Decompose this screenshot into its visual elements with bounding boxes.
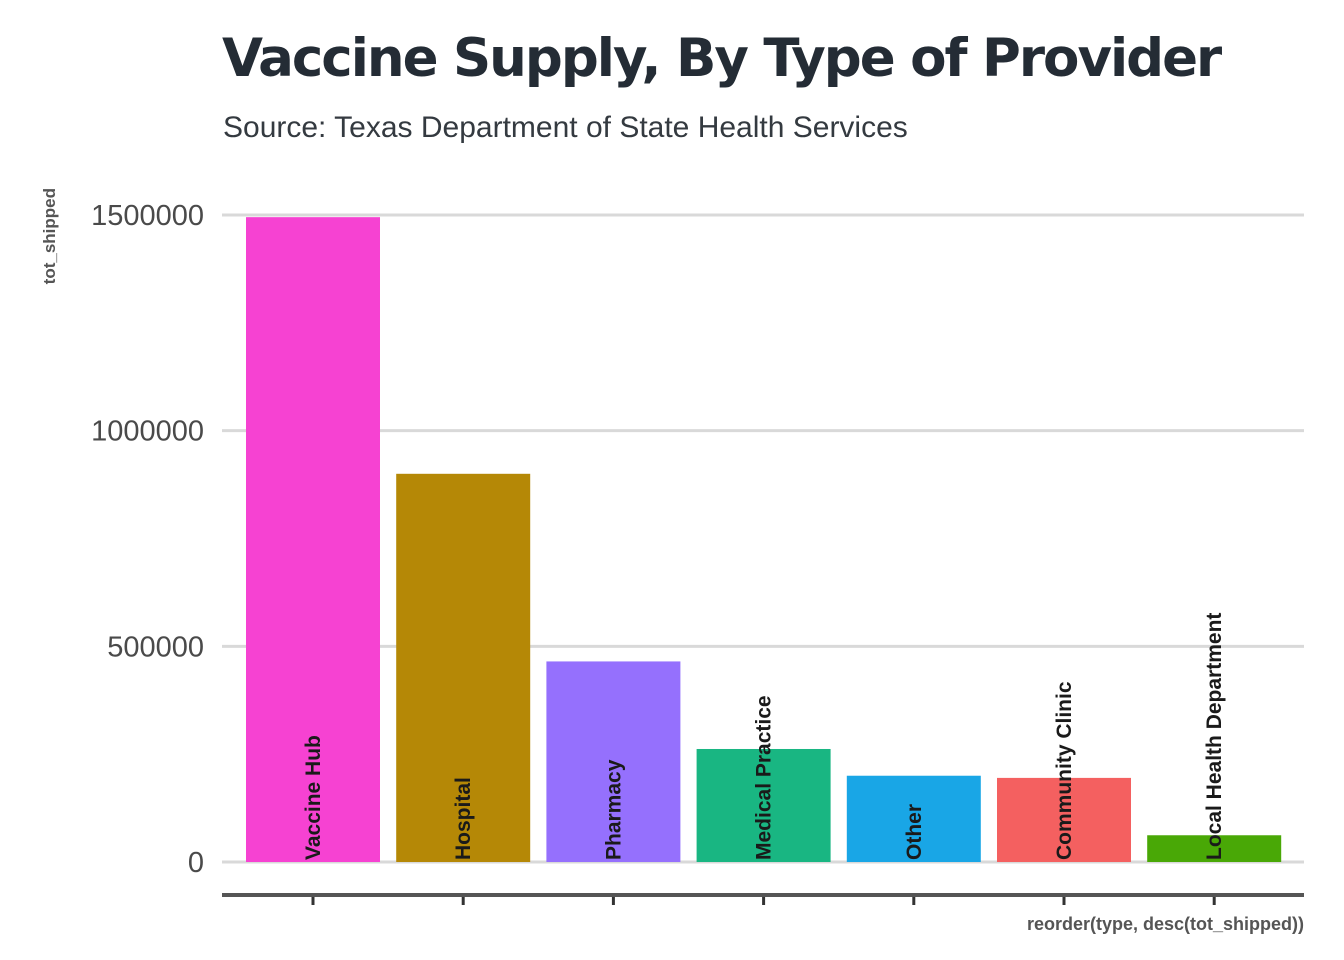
bar-label: Pharmacy: [602, 759, 625, 860]
y-tick-label: 1500000: [91, 200, 204, 232]
bar-label: Local Health Department: [1203, 613, 1226, 860]
y-tick-label: 1000000: [91, 416, 204, 448]
bar: [546, 661, 681, 862]
y-axis-title: tot_shipped: [40, 188, 59, 284]
bars: [246, 217, 1282, 862]
bar: [396, 473, 531, 862]
bar-label: Other: [903, 804, 926, 860]
chart-subtitle: Source: Texas Department of State Health…: [223, 111, 908, 144]
y-tick-label: 0: [188, 847, 204, 879]
bar: [1147, 835, 1282, 862]
y-tick-label: 500000: [107, 631, 204, 663]
bar: [846, 775, 981, 862]
bar-labels: Vaccine Hub Hospital Pharmacy Medical Pract…: [302, 613, 1226, 860]
axes: 0 500000 1000000 1500000 reorder(type, desc(…: [40, 188, 1304, 934]
bar-label: Hospital: [452, 777, 475, 860]
bar: [997, 777, 1131, 862]
bar: [696, 748, 831, 862]
bar: [246, 217, 380, 862]
x-axis-title: reorder(type, desc(tot_shipped)): [1027, 914, 1304, 934]
chart-title: Vaccine Supply, By Type of Provider: [222, 28, 1222, 89]
bar-label: Medical Practice: [753, 695, 776, 860]
bar-label: Community Clinic: [1053, 681, 1076, 860]
bar-label: Vaccine Hub: [302, 735, 325, 860]
